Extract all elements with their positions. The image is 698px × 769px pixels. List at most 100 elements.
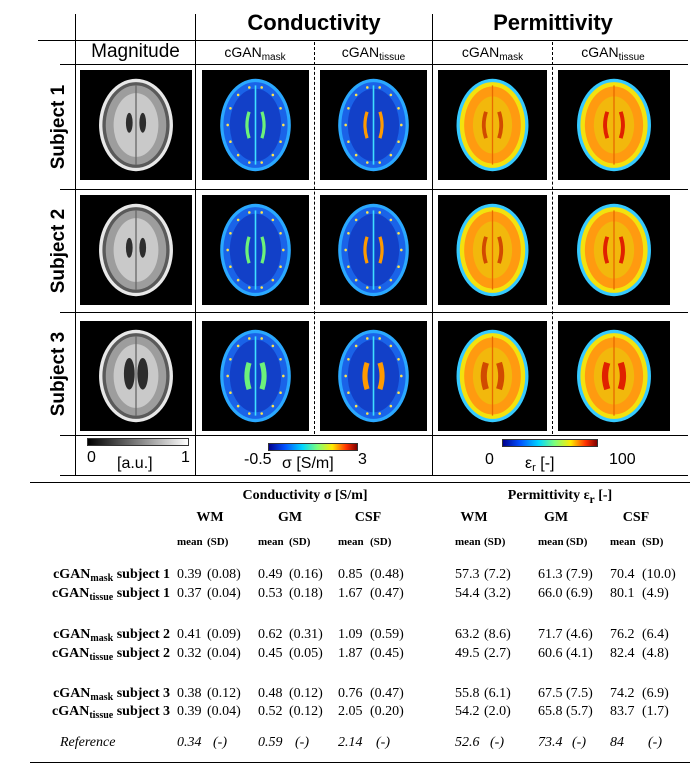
cell-r3-c1: (0.04) <box>207 646 241 661</box>
cell-r3-c3: (0.05) <box>289 646 323 661</box>
cell-r5-c4: 2.05 <box>338 704 363 719</box>
cell-r1-c4: 1.67 <box>338 586 363 601</box>
cell-r4-c11: (6.9) <box>642 686 669 701</box>
scan-cond-tissue-subject-2 <box>320 195 427 305</box>
cond-mask-column-title: cGANmask <box>224 44 286 63</box>
stat-header-6: mean <box>455 536 481 548</box>
cell-r4-c7: (6.1) <box>484 686 511 701</box>
row-label-4: cGANmask subject 3 <box>53 686 170 703</box>
ref-cell-9: (-) <box>572 735 586 750</box>
scan-magnitude-subject-2 <box>80 195 192 305</box>
ref-cell-0: 0.34 <box>177 735 202 750</box>
dashed-divider-permittivity <box>552 42 553 434</box>
ref-cell-5: (-) <box>376 735 390 750</box>
scan-perm-mask-subject-2 <box>438 195 547 305</box>
cell-r0-c9: (7.9) <box>566 567 593 582</box>
grid-line-subject1-top <box>60 64 688 65</box>
cell-r3-c7: (2.7) <box>484 646 511 661</box>
stat-header-10: mean <box>610 536 636 548</box>
tissue-header-3: WM <box>460 510 488 525</box>
cell-r4-c5: (0.47) <box>370 686 404 701</box>
ref-cell-11: (-) <box>648 735 662 750</box>
cell-r4-c10: 74.2 <box>610 686 635 701</box>
cell-r5-c3: (0.12) <box>289 704 323 719</box>
ref-cell-10: 84 <box>610 735 624 750</box>
table-top-rule <box>30 482 690 483</box>
cell-r3-c5: (0.45) <box>370 646 404 661</box>
cell-r5-c5: (0.20) <box>370 704 404 719</box>
cell-r2-c3: (0.31) <box>289 627 323 642</box>
cond-tissue-column-title: cGANtissue <box>341 44 406 63</box>
cell-r5-c10: 83.7 <box>610 704 635 719</box>
ref-cell-6: 52.6 <box>455 735 480 750</box>
stat-header-5: (SD) <box>370 536 392 548</box>
conductivity-colorbar-min: -0.5 <box>244 451 272 468</box>
cell-r2-c10: 76.2 <box>610 627 635 642</box>
cell-r3-c4: 1.87 <box>338 646 363 661</box>
cell-r1-c8: 66.0 <box>538 586 563 601</box>
ref-cell-8: 73.4 <box>538 735 563 750</box>
conductivity-colorbar-max: 3 <box>358 451 367 468</box>
reference-label: Reference <box>60 735 116 750</box>
permittivity-colorbar-max: 100 <box>609 451 636 468</box>
cell-r0-c7: (7.2) <box>484 567 511 582</box>
ref-cell-4: 2.14 <box>338 735 363 750</box>
stat-header-0: mean <box>177 536 203 548</box>
tissue-header-5: CSF <box>622 510 650 525</box>
row-label-5: cGANtissue subject 3 <box>51 704 170 721</box>
ref-cell-3: (-) <box>295 735 309 750</box>
cell-r5-c9: (5.7) <box>566 704 593 719</box>
grid-line-subject2-top <box>60 189 688 190</box>
dashed-divider-conductivity <box>314 42 315 434</box>
scan-perm-tissue-subject-3 <box>558 321 670 431</box>
cell-r2-c0: 0.41 <box>177 627 202 642</box>
permittivity-table-header: Permittivity εr [-] <box>507 488 613 506</box>
cell-r0-c3: (0.16) <box>289 567 323 582</box>
tissue-header-1: GM <box>277 510 303 525</box>
cell-r0-c0: 0.39 <box>177 567 202 582</box>
scan-cond-mask-subject-2 <box>202 195 309 305</box>
cell-r2-c5: (0.59) <box>370 627 404 642</box>
row-label-0: cGANmask subject 1 <box>53 567 170 584</box>
cell-r1-c7: (3.2) <box>484 586 511 601</box>
cell-r1-c3: (0.18) <box>289 586 323 601</box>
mri-figure: Conductivity Permittivity Magnitude cGAN… <box>38 10 688 476</box>
stat-header-7: (SD) <box>484 536 506 548</box>
cell-r4-c8: 67.5 <box>538 686 563 701</box>
scan-perm-tissue-subject-1 <box>558 70 670 180</box>
magnitude-colorbar-max: 1 <box>181 449 190 466</box>
cell-r1-c1: (0.04) <box>207 586 241 601</box>
cell-r5-c7: (2.0) <box>484 704 511 719</box>
tissue-header-0: WM <box>196 510 224 525</box>
conductivity-title: Conductivity <box>247 10 381 35</box>
cell-r5-c2: 0.52 <box>258 704 283 719</box>
cell-r4-c2: 0.48 <box>258 686 283 701</box>
cell-r5-c8: 65.8 <box>538 704 563 719</box>
perm-tissue-column-title: cGANtissue <box>581 44 645 63</box>
cell-r2-c6: 63.2 <box>455 627 480 642</box>
tissue-header-4: GM <box>543 510 569 525</box>
cell-r5-c11: (1.7) <box>642 704 669 719</box>
cell-r0-c11: (10.0) <box>642 567 676 582</box>
cell-r3-c9: (4.1) <box>566 646 593 661</box>
cell-r2-c8: 71.7 <box>538 627 563 642</box>
cell-r5-c6: 54.2 <box>455 704 480 719</box>
cell-r1-c2: 0.53 <box>258 586 283 601</box>
magnitude-colorbar <box>87 438 189 446</box>
cell-r1-c5: (0.47) <box>370 586 404 601</box>
stat-header-4: mean <box>338 536 364 548</box>
cell-r0-c6: 57.3 <box>455 567 480 582</box>
stat-header-2: mean <box>258 536 284 548</box>
cell-r1-c10: 80.1 <box>610 586 635 601</box>
conductivity-colorbar <box>268 443 358 451</box>
scan-cond-mask-subject-1 <box>202 70 309 180</box>
row-label-1: cGANtissue subject 1 <box>51 586 170 603</box>
stat-header-8: mean <box>538 536 564 548</box>
cell-r2-c7: (8.6) <box>484 627 511 642</box>
cell-r4-c1: (0.12) <box>207 686 241 701</box>
ref-cell-2: 0.59 <box>258 735 283 750</box>
grid-line-figure-bottom <box>60 475 688 476</box>
cell-r1-c9: (6.9) <box>566 586 593 601</box>
cell-r3-c0: 0.32 <box>177 646 202 661</box>
